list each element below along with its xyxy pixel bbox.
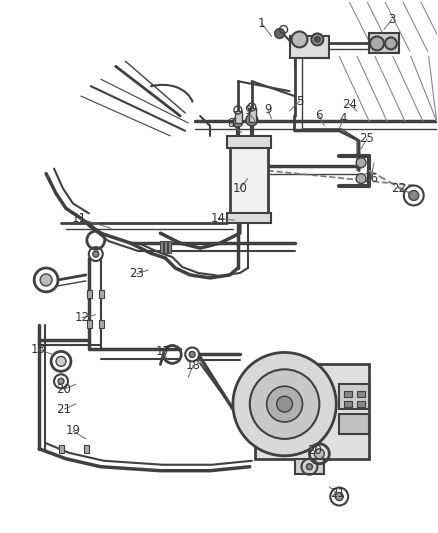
Circle shape [370, 36, 384, 51]
Circle shape [56, 357, 66, 366]
Text: 8: 8 [227, 117, 235, 131]
Text: 10: 10 [233, 182, 247, 195]
Text: 14: 14 [211, 212, 226, 225]
Text: 16: 16 [364, 172, 378, 185]
Bar [339, 384, 369, 409]
Text: 5: 5 [296, 94, 303, 108]
Text: 21: 21 [330, 487, 345, 500]
Bar [164, 241, 167, 253]
Bar [227, 136, 271, 148]
Bar [87, 290, 92, 298]
Text: 9: 9 [264, 102, 272, 116]
Text: 6: 6 [316, 109, 323, 123]
Bar [344, 391, 352, 397]
Bar [357, 401, 365, 407]
Circle shape [335, 492, 343, 500]
Text: 9: 9 [244, 104, 251, 117]
Bar [339, 414, 369, 434]
Text: 20: 20 [57, 383, 71, 395]
Text: 11: 11 [71, 212, 86, 225]
Circle shape [385, 37, 397, 50]
Bar [235, 111, 242, 123]
Bar [290, 36, 329, 58]
Circle shape [267, 386, 303, 422]
Circle shape [233, 352, 336, 456]
Bar [160, 241, 163, 253]
Text: 23: 23 [129, 268, 144, 280]
Circle shape [275, 29, 285, 38]
Circle shape [307, 464, 312, 470]
Bar [255, 365, 369, 459]
Bar [99, 290, 104, 298]
Bar [59, 445, 64, 453]
Bar [249, 108, 256, 122]
Text: 1: 1 [258, 17, 265, 30]
Text: 4: 4 [339, 112, 347, 125]
Circle shape [292, 31, 307, 47]
Text: 18: 18 [186, 359, 201, 372]
Bar [369, 34, 399, 53]
Bar [227, 213, 271, 223]
Text: 21: 21 [57, 402, 71, 416]
Bar [230, 146, 268, 213]
Bar [99, 320, 104, 328]
Circle shape [314, 449, 324, 459]
Circle shape [93, 251, 99, 257]
Bar [357, 391, 365, 397]
Bar [87, 320, 92, 328]
Circle shape [233, 117, 243, 127]
Circle shape [189, 351, 195, 358]
Bar [344, 401, 352, 407]
Text: 3: 3 [388, 13, 396, 26]
Circle shape [40, 274, 52, 286]
Circle shape [277, 396, 293, 412]
Bar [84, 445, 89, 453]
Text: 13: 13 [31, 343, 46, 356]
Text: 20: 20 [307, 445, 322, 457]
Circle shape [356, 174, 366, 183]
Circle shape [314, 36, 320, 43]
Circle shape [246, 114, 258, 126]
Bar [294, 459, 324, 474]
Text: 19: 19 [65, 424, 81, 438]
Text: 24: 24 [342, 98, 357, 110]
Text: 25: 25 [360, 132, 374, 146]
Circle shape [311, 34, 323, 45]
Text: 12: 12 [74, 311, 89, 324]
Text: 22: 22 [391, 182, 406, 195]
Circle shape [58, 378, 64, 384]
Circle shape [356, 158, 366, 168]
Circle shape [409, 190, 419, 200]
Bar [168, 241, 171, 253]
Circle shape [250, 369, 319, 439]
Text: 17: 17 [156, 345, 171, 358]
